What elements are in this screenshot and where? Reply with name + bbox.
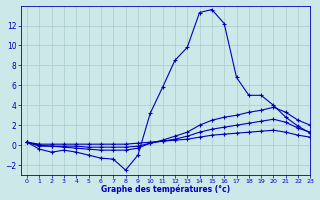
X-axis label: Graphe des températures (°c): Graphe des températures (°c) <box>101 185 230 194</box>
